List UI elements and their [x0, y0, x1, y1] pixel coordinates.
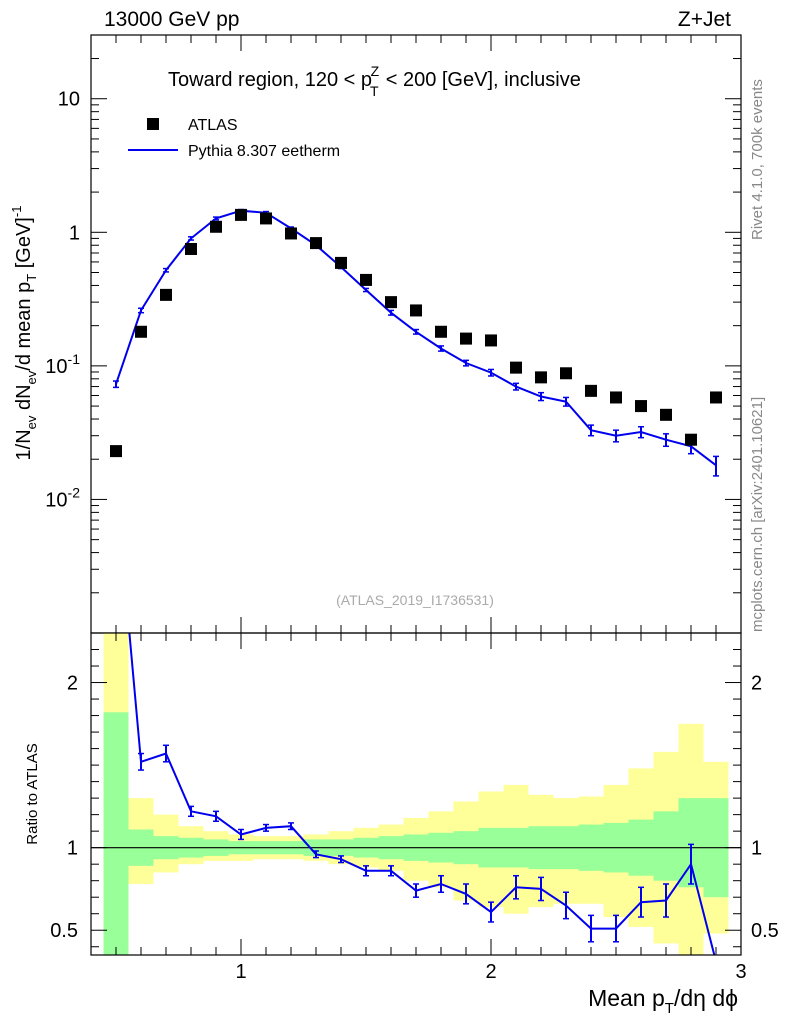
main-y-tick-label: 10: [58, 89, 80, 111]
atlas-data-point: [310, 237, 322, 250]
atlas-data-point: [410, 304, 422, 317]
atlas-data-point: [235, 208, 247, 221]
analysis-watermark: (ATLAS_2019_I1736531): [336, 592, 494, 608]
atlas-data-point: [485, 334, 497, 347]
atlas-data-point: [260, 212, 272, 225]
pythia-series-line: [115, 209, 717, 467]
atlas-data-point: [185, 242, 197, 255]
header-left: 13000 GeV pp: [104, 8, 239, 31]
legend-atlas-label: ATLAS: [188, 117, 238, 134]
main-y-label: 1/Nev dNev/d mean pT [GeV]-1: [9, 206, 39, 461]
ratio-y-tick-label-left: 2: [67, 673, 78, 695]
atlas-data-point: [510, 361, 522, 374]
atlas-data-point: [610, 391, 622, 404]
atlas-data-point: [660, 408, 672, 421]
ratio-panel: 0.5 0.5 1 1 2 2 1 2 3 Ratio to ATLAS Mean pT/dη …: [24, 632, 779, 1017]
main-y-axis: 10-2 10-1 1 10: [45, 34, 741, 634]
legend-pythia-label: Pythia 8.307 eetherm: [188, 143, 340, 160]
atlas-data-point: [385, 296, 397, 309]
main-plot-marks: [110, 208, 722, 477]
atlas-data-point: [360, 273, 372, 286]
atlas-data-point: [585, 384, 597, 397]
ratio-series-group: [128, 633, 716, 955]
ratio-axes: 0.5 0.5 1 1 2 2 1 2 3: [50, 633, 779, 983]
atlas-data-point: [160, 288, 172, 301]
x-tick-label: 3: [735, 961, 746, 983]
x-axis-label: Mean pT/dη dϕ: [588, 985, 738, 1017]
atlas-data-point: [535, 371, 547, 384]
main-panel: 10-2 10-1 1 10 Toward region, 120 < pTZ < 2…: [9, 34, 742, 634]
ratio-band-inner: [653, 811, 679, 881]
atlas-data-point: [210, 220, 222, 233]
atlas-data-point: [635, 400, 647, 413]
atlas-data-point: [285, 227, 297, 240]
legend: ATLAS Pythia 8.307 eetherm: [128, 117, 340, 160]
atlas-data-point: [435, 325, 447, 338]
atlas-data-point: [135, 325, 147, 338]
atlas-data-point: [685, 433, 697, 446]
ratio-band-inner: [103, 712, 129, 955]
atlas-data-point: [710, 391, 722, 404]
x-tick-label: 1: [235, 961, 246, 983]
atlas-data-point: [560, 367, 572, 380]
atlas-data-point: [335, 256, 347, 269]
side-label-mcplots: mcplots.cern.ch [arXiv:2401.10621]: [749, 397, 766, 632]
ratio-y-tick-label-right: 2: [751, 673, 762, 695]
ratio-y-tick-label-left: 0.5: [50, 920, 78, 942]
atlas-data-point: [460, 332, 472, 345]
ratio-y-tick-label-left: 1: [67, 838, 78, 860]
main-y-tick-label: 10-1: [45, 351, 80, 378]
side-label-rivet: Rivet 4.1.0, 700k events: [749, 79, 766, 240]
main-title: Toward region, 120 < pTZ < 200 [GeV], in…: [168, 63, 581, 99]
atlas-data-point: [110, 445, 122, 458]
header-right: Z+Jet: [678, 8, 731, 31]
legend-atlas-marker: [147, 118, 159, 130]
ratio-y-tick-label-right: 1: [751, 838, 762, 860]
main-y-tick-label: 1: [69, 222, 80, 244]
ratio-y-tick-label-right: 0.5: [751, 920, 779, 942]
ratio-plot-marks: [91, 633, 741, 955]
x-tick-label: 2: [485, 961, 496, 983]
main-y-tick-label: 10-2: [45, 484, 80, 511]
ratio-y-label: Ratio to ATLAS: [24, 743, 41, 844]
